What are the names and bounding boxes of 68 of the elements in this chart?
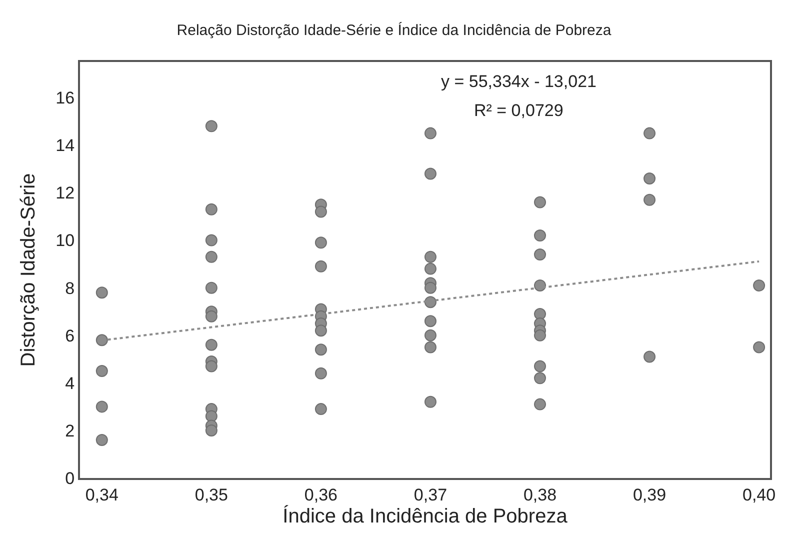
point xyxy=(205,410,218,422)
point xyxy=(644,127,656,140)
point xyxy=(534,308,546,320)
y-tick-label: 16 xyxy=(56,88,75,108)
point xyxy=(96,400,108,413)
x-tick-label: 0,37 xyxy=(414,485,448,504)
point xyxy=(205,250,218,263)
point xyxy=(96,365,108,378)
point xyxy=(96,286,108,299)
point xyxy=(205,424,218,436)
point xyxy=(205,360,218,372)
y-tick-label: 10 xyxy=(56,231,75,250)
point xyxy=(424,127,436,140)
point xyxy=(753,341,766,354)
y-tick-label: 2 xyxy=(65,421,75,440)
point xyxy=(534,248,546,261)
point xyxy=(424,168,436,180)
point xyxy=(424,282,436,294)
x-tick-label: 0,35 xyxy=(194,485,228,504)
point xyxy=(205,203,218,216)
point xyxy=(205,338,218,351)
point xyxy=(424,262,436,275)
point xyxy=(314,236,327,249)
x-tick-label: 0,38 xyxy=(523,485,557,504)
point xyxy=(534,360,546,372)
chart-title: Relação Distorção Idade-Série e Índice da Incidência de Pobreza xyxy=(176,20,612,39)
point xyxy=(424,296,436,308)
point xyxy=(205,234,218,246)
y-tick-label: 14 xyxy=(56,136,75,156)
x-tick-label: 0,34 xyxy=(85,485,118,504)
point xyxy=(534,372,546,384)
point xyxy=(424,396,436,408)
x-tick-label: 0,39 xyxy=(632,485,666,504)
point xyxy=(424,329,436,342)
point xyxy=(205,282,218,294)
point xyxy=(314,403,327,416)
point xyxy=(644,350,656,363)
point xyxy=(644,194,656,206)
point xyxy=(534,279,546,292)
point xyxy=(534,196,546,208)
point xyxy=(314,324,327,337)
annotation: R² = 0,0729 xyxy=(474,101,564,120)
point xyxy=(314,206,327,218)
x-tick-label: 0,40 xyxy=(742,485,776,504)
point xyxy=(644,172,656,184)
y-tick-label: 0 xyxy=(65,468,75,488)
point xyxy=(205,310,218,322)
x-tick-label: 0,36 xyxy=(304,485,338,504)
x-axis-title: Índice da Incidência de Pobreza xyxy=(282,504,568,528)
point xyxy=(753,279,766,292)
point xyxy=(534,329,546,342)
y-axis-title: Distorção Idade-Série xyxy=(18,173,40,367)
annotation: y = 55,334x - 13,021 xyxy=(441,72,596,91)
y-tick-label: 4 xyxy=(65,374,75,393)
point xyxy=(96,334,108,346)
point xyxy=(314,367,327,380)
point xyxy=(424,341,436,354)
point xyxy=(314,260,327,272)
y-tick-label: 6 xyxy=(65,326,75,346)
point xyxy=(96,434,108,446)
point xyxy=(534,398,546,410)
point xyxy=(205,120,218,132)
point xyxy=(534,230,546,242)
point xyxy=(314,344,327,356)
point xyxy=(424,315,436,328)
point xyxy=(424,250,436,263)
y-tick-label: 12 xyxy=(56,184,75,203)
y-tick-label: 8 xyxy=(65,278,75,298)
